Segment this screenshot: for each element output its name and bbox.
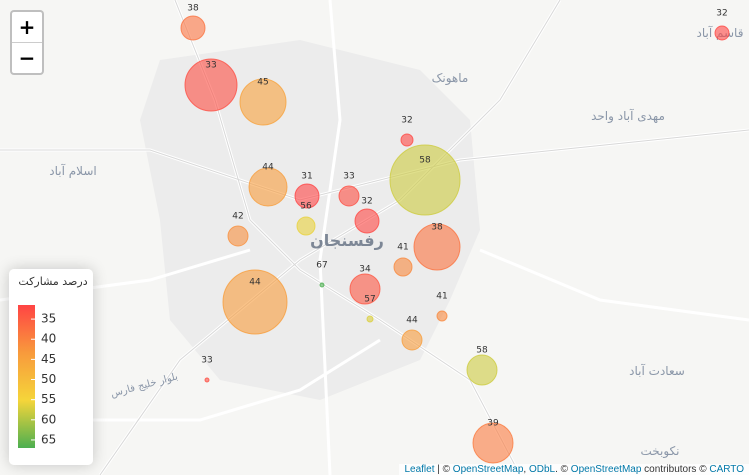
bubble-label: 45 (257, 78, 268, 88)
bubble (354, 208, 380, 234)
legend-tick-label: 40 (41, 332, 56, 346)
bubble (204, 377, 210, 383)
place-label: سعادت آباد (629, 363, 685, 378)
bubble (319, 282, 325, 288)
attribution-link[interactable]: ODbL (528, 464, 556, 475)
bubble-label: 31 (301, 172, 312, 182)
bubble-label: 41 (397, 243, 408, 253)
bubble (436, 310, 448, 322)
bubble-label: 32 (716, 9, 727, 19)
bubble-label: 41 (436, 292, 447, 302)
bubble (400, 133, 414, 147)
legend: درصد مشارکت 35 40 45 50 55 60 65 (9, 269, 93, 465)
attribution-text: | © (434, 464, 453, 475)
attribution-link[interactable]: Leaflet (404, 464, 435, 475)
zoom-control: + − (10, 10, 44, 75)
bubble (349, 273, 381, 305)
attribution-link[interactable]: OpenStreetMap (452, 464, 524, 475)
legend-tick-label: 35 (41, 312, 56, 326)
bubble (294, 183, 320, 209)
bubble-label: 38 (431, 223, 443, 233)
bubble (714, 25, 730, 41)
legend-title: درصد مشارکت (18, 275, 87, 288)
legend-colorbar (18, 305, 35, 448)
zoom-in[interactable]: + (18, 15, 36, 39)
bubble-label: 33 (201, 356, 212, 366)
bubbles: 38 33 45 32 58 44 31 33 32 56 42 38 41 67 34 57 41 44 44 58… (180, 4, 730, 464)
attribution-text: contributors © (641, 464, 710, 475)
bubble-label: 32 (361, 197, 372, 207)
place-label: اسلام آباد (49, 163, 96, 178)
attribution: Leaflet | © OpenStreetMap, ODbL. © OpenS… (399, 464, 749, 475)
bubble-label: 58 (476, 346, 488, 356)
zoom-out[interactable]: − (12, 42, 42, 73)
bubble (389, 144, 461, 216)
place-label: رفسنجان (310, 231, 384, 250)
legend-tick-label: 55 (41, 392, 56, 406)
bubble-label: 32 (401, 116, 412, 126)
legend-tick-label: 50 (41, 372, 56, 386)
bubble-label: 39 (487, 419, 499, 429)
bubble (393, 257, 413, 277)
legend-tick-label: 60 (41, 412, 56, 426)
bubble (338, 185, 360, 207)
bubble (248, 167, 288, 207)
bubble-label: 42 (232, 212, 243, 222)
bubble (366, 315, 374, 323)
bubble-label: 44 (262, 163, 274, 173)
bubble (227, 225, 249, 247)
bubble (222, 269, 288, 335)
bubble (184, 58, 238, 112)
place-label: بلوار خلیج فارس (110, 371, 180, 399)
bubble-label: 34 (359, 265, 371, 275)
place-label: نکوبخت (640, 444, 679, 459)
place-label: مهدی آباد واحد (591, 108, 665, 124)
legend-tick-label: 65 (41, 432, 56, 446)
bubble-label: 44 (249, 278, 261, 288)
attribution-text: . © (555, 464, 571, 475)
bubble-label: 38 (187, 4, 199, 14)
legend-tick-label: 45 (41, 352, 56, 366)
bubble (239, 78, 287, 126)
bubble-label: 33 (205, 61, 216, 71)
bubble (466, 354, 498, 386)
attribution-text: , (523, 464, 529, 475)
bubble (413, 223, 461, 271)
legend-canvas: درصد مشارکت 35 40 45 50 55 60 65 (18, 275, 88, 448)
place-label: ماهونک (432, 71, 469, 86)
bubble (401, 329, 423, 351)
attribution-link[interactable]: OpenStreetMap (570, 464, 642, 475)
bubble (180, 15, 206, 41)
bubble-label: 67 (316, 261, 327, 271)
bubble-label: 58 (419, 156, 431, 166)
bubble-label: 44 (406, 316, 418, 326)
attribution-link[interactable]: CARTO (709, 464, 744, 475)
bubble-label: 56 (300, 202, 312, 212)
bubble (472, 422, 514, 464)
bubble-label: 57 (364, 295, 375, 305)
bubble (296, 216, 316, 236)
bubble-label: 33 (343, 172, 354, 182)
